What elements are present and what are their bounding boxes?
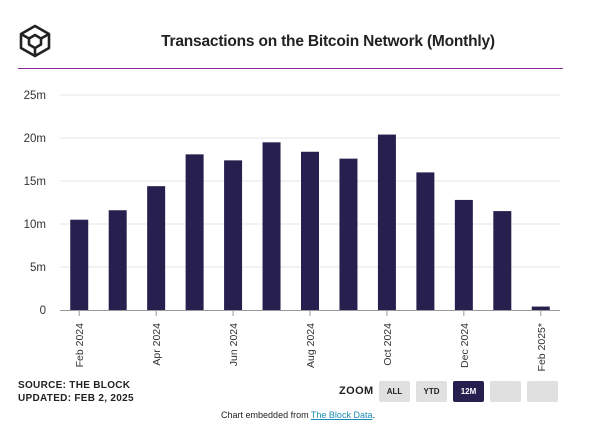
x-tick-label: Dec 2024 — [459, 323, 471, 368]
bar — [147, 186, 166, 310]
bar — [531, 306, 550, 310]
x-tick-label: Apr 2024 — [151, 323, 163, 366]
zoom-ytd-button[interactable]: YTD — [416, 381, 447, 402]
embed-footer: Chart embedded from The Block Data. — [0, 410, 596, 420]
x-tick-label: Aug 2024 — [305, 323, 317, 368]
y-tick-label: 5m — [30, 262, 46, 274]
bar — [301, 151, 319, 310]
the-block-data-link[interactable]: The Block Data — [310, 410, 373, 420]
y-tick-label: 0 — [40, 305, 46, 317]
chart-title: Transactions on the Bitcoin Network (Mon… — [161, 33, 495, 50]
x-tick-label: Feb 2025* — [536, 323, 548, 371]
zoom-12m-button[interactable]: 12M — [453, 381, 484, 402]
bar — [416, 172, 435, 310]
y-tick-label: 25m — [24, 90, 46, 102]
x-tick-label: Oct 2024 — [382, 323, 394, 366]
source-line: SOURCE: THE BLOCK — [18, 380, 131, 391]
updated-line: UPDATED: FEB 2, 2025 — [18, 392, 134, 404]
bar — [185, 154, 204, 310]
bar — [262, 142, 281, 310]
y-tick-label: 15m — [24, 176, 46, 188]
bar — [224, 160, 243, 310]
zoom-label: ZOOM — [339, 385, 374, 397]
y-tick-label: 20m — [24, 133, 46, 145]
bar — [493, 211, 512, 310]
y-tick-label: 10m — [24, 219, 46, 231]
title-divider — [18, 68, 563, 69]
x-tick-label: Jun 2024 — [228, 323, 240, 366]
bar — [108, 210, 127, 310]
footer-text: Chart embedded from — [221, 410, 311, 420]
bar — [70, 219, 89, 310]
zoom-extra-button-2[interactable] — [527, 381, 558, 402]
zoom-all-button[interactable]: ALL — [379, 381, 410, 402]
x-tick-label: Feb 2024 — [74, 323, 86, 368]
bar — [339, 158, 358, 310]
source-note: SOURCE: THE BLOCK UPDATED: FEB 2, 2025 — [18, 380, 134, 405]
bar — [454, 199, 473, 310]
the-block-cube-icon — [19, 24, 51, 58]
zoom-extra-button-1[interactable] — [490, 381, 521, 402]
bar — [377, 134, 396, 310]
footer-suffix: . — [372, 410, 375, 420]
